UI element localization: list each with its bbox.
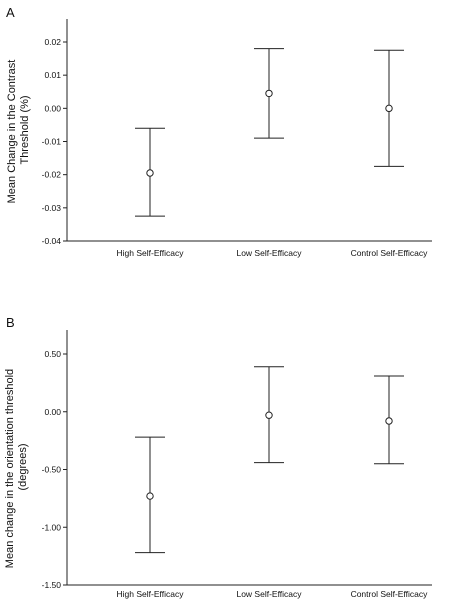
panel-a-errorbar-group <box>374 49 404 167</box>
panel-a: A Mean Change in the Contrast Threshold … <box>6 5 432 258</box>
panel-b-mean-point <box>265 411 273 419</box>
panel-b-y-axis-title: Mean change in the orientation threshold… <box>4 366 29 568</box>
panel-a-mean-point <box>385 104 393 113</box>
panel-b-category-label: Low Self-Efficacy <box>236 589 302 599</box>
panel-b-y-axis-title-line1: Mean change in the orientation threshold <box>4 369 16 568</box>
panel-a-errorbar-group <box>135 127 165 217</box>
panel-b-errorbar-group <box>254 366 284 464</box>
panel-a-ticks: 0.02 0.01 0.00 -0.01 -0.02 -0.03 -0.04 <box>42 37 67 246</box>
panel-a-ytick-label: 0.00 <box>44 103 61 113</box>
panel-b-errorbar-group <box>374 375 404 465</box>
panel-a-marks <box>135 48 404 217</box>
panel-a-ytick-label: -0.01 <box>42 137 62 147</box>
panel-a-mean-point <box>265 89 273 98</box>
panel-b-category-label: High Self-Efficacy <box>117 589 185 599</box>
panel-b-category-label: Control Self-Efficacy <box>351 589 429 599</box>
panel-b-ytick-label: 0.00 <box>44 407 61 417</box>
panel-a-ytick-label: 0.01 <box>44 70 61 80</box>
panel-a-category-label: Control Self-Efficacy <box>351 248 429 258</box>
panel-a-mean-point <box>146 169 154 177</box>
panel-a-y-axis-title-line2: Threshold (%) <box>19 95 31 164</box>
panel-b-ytick-label: -0.50 <box>42 465 62 475</box>
panel-a-errorbar-group <box>254 48 284 139</box>
panel-a-ytick-label: -0.03 <box>42 203 62 213</box>
panel-a-category-label: Low Self-Efficacy <box>236 248 302 258</box>
panel-a-y-axis-title-line1: Mean Change in the Contrast <box>6 60 18 204</box>
panel-a-ytick-label: -0.02 <box>42 170 62 180</box>
panel-a-y-axis-title: Mean Change in the Contrast Threshold (%… <box>6 57 31 204</box>
panel-b-y-axis-title-line2: (degrees) <box>17 443 29 490</box>
panel-a-ytick-label: 0.02 <box>44 37 61 47</box>
panel-b-ticks: 0.50 0.00 -0.50 -1.00 -1.50 <box>42 349 67 590</box>
panel-a-label: A <box>6 5 15 20</box>
panel-b-mean-point <box>146 492 154 500</box>
panel-b-ytick-label: 0.50 <box>44 349 61 359</box>
panel-b-mean-point <box>385 417 393 425</box>
panel-b-category-labels: High Self-Efficacy Low Self-Efficacy Contr… <box>117 589 429 599</box>
panel-a-category-label: High Self-Efficacy <box>117 248 185 258</box>
panel-b-ytick-label: -1.00 <box>42 522 62 532</box>
panel-b-label: B <box>6 315 15 330</box>
panel-b: B Mean change in the orientation thresho… <box>4 315 432 599</box>
panel-b-errorbar-group <box>135 436 165 554</box>
panel-b-ytick-label: -1.50 <box>42 580 62 590</box>
panel-a-ytick-label: -0.04 <box>42 236 62 246</box>
panel-a-category-labels: High Self-Efficacy Low Self-Efficacy Contr… <box>117 248 429 258</box>
panel-b-marks <box>135 366 404 554</box>
